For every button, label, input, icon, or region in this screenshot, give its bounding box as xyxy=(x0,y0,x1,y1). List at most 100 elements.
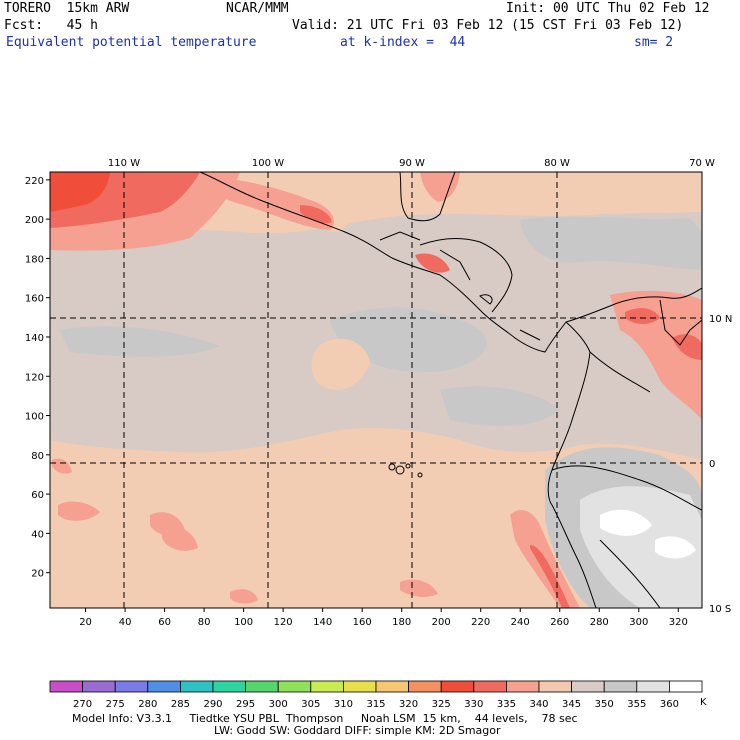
level-label: at k-index = 44 xyxy=(340,35,466,50)
colorbar-label: 275 xyxy=(106,699,125,710)
colorbar-label: 340 xyxy=(529,699,548,710)
colorbar-label: 320 xyxy=(399,699,418,710)
plot-frame xyxy=(49,171,703,609)
colorbar-swatch xyxy=(342,680,377,693)
x-tick-label: 20 xyxy=(79,617,92,628)
colorbar-label: 305 xyxy=(301,699,320,710)
colorbar-label: 350 xyxy=(595,699,614,710)
colorbar-label: 355 xyxy=(627,699,646,710)
model-info-line1: Model Info: V3.3.1 Tiedtke YSU PBL Thomp… xyxy=(72,712,578,725)
x-tick-label: 280 xyxy=(590,617,609,628)
colorbar-label: 360 xyxy=(660,699,679,710)
latitude-labels: 10 N 0 10 S xyxy=(709,314,732,615)
colorbar-label: 295 xyxy=(236,699,255,710)
field-red-venezuela xyxy=(672,334,702,360)
field-salmon-spot xyxy=(162,526,198,551)
x-tick-label: 300 xyxy=(629,617,648,628)
y-tick-label: 40 xyxy=(31,529,44,540)
colorbar-unit: K xyxy=(700,697,707,708)
field-white-patch xyxy=(600,509,652,536)
galapagos-islands xyxy=(388,463,423,478)
y-tick-label: 100 xyxy=(25,412,44,423)
smoothing-label: sm= 2 xyxy=(634,35,674,50)
colorbar-label: 330 xyxy=(464,699,483,710)
colorbar-swatch xyxy=(571,680,605,693)
latitude-label: 10 S xyxy=(709,604,731,615)
y-tick-label: 80 xyxy=(31,451,44,462)
x-tick-label: 80 xyxy=(198,617,211,628)
x-tick-label: 200 xyxy=(432,617,451,628)
pacific-coast-central-america xyxy=(199,172,567,353)
x-tick-label: 40 xyxy=(119,617,132,628)
latitude-label: 10 N xyxy=(709,314,732,325)
field-gray-patch xyxy=(60,326,220,357)
field-red-mexico xyxy=(300,205,332,224)
field-gray-patch xyxy=(520,216,702,270)
y-tick-label: 160 xyxy=(25,294,44,305)
colorbar-swatch xyxy=(473,680,507,693)
island xyxy=(395,465,405,475)
coastlines xyxy=(199,172,702,608)
colorbar-swatch xyxy=(408,680,442,693)
north-coast-south-america xyxy=(565,287,702,323)
field-name: Equivalent potential temperature xyxy=(6,35,257,50)
field-salmon-spot xyxy=(52,458,72,474)
colorbar-swatch xyxy=(538,680,572,693)
y-tick-label: 60 xyxy=(31,490,44,501)
field-red-caribbean xyxy=(415,253,450,273)
colorbar-swatch xyxy=(603,680,638,693)
colorbar-swatch xyxy=(277,680,312,693)
y-tick-label: 20 xyxy=(31,569,44,580)
colorbar-labels: 270 275 280 285 290 295 300 305 310 315 320 325 330 3… xyxy=(73,699,679,710)
colorbar-swatch xyxy=(375,680,409,693)
field-salmon-spot xyxy=(230,589,258,604)
colorbar-swatches xyxy=(49,680,703,693)
colorbar-label: 345 xyxy=(562,699,581,710)
colorbar-label: 285 xyxy=(171,699,190,710)
colorbar-swatch xyxy=(440,680,475,693)
field-red-venezuela xyxy=(625,308,660,324)
shaded-field xyxy=(50,172,702,608)
x-tick-label: 60 xyxy=(158,617,171,628)
x-tick-label: 180 xyxy=(392,617,411,628)
x-tick-label: 260 xyxy=(550,617,569,628)
model-info-line2: LW: Godd SW: Goddard DIFF: simple KM: 2D… xyxy=(214,724,501,737)
colorbar-swatch xyxy=(505,680,540,693)
field-peach-patch xyxy=(311,338,370,390)
valid-time: Valid: 21 UTC Fri 03 Feb 12 (15 CST Fri … xyxy=(292,18,684,33)
x-tick-label: 140 xyxy=(313,617,332,628)
longitude-label: 100 W xyxy=(252,158,284,169)
y-tick-label: 140 xyxy=(25,333,44,344)
colorbar-label: 300 xyxy=(269,699,288,710)
longitude-label: 80 W xyxy=(544,158,570,169)
y-tick-label: 200 xyxy=(25,215,44,226)
colorbar-swatch xyxy=(82,680,116,693)
latitude-label: 0 xyxy=(709,459,715,470)
field-gray-patch xyxy=(330,307,487,373)
colorbar-label: 280 xyxy=(138,699,157,710)
island xyxy=(417,472,423,478)
colorbar-swatch xyxy=(212,680,246,693)
colorbar-label: 315 xyxy=(366,699,385,710)
island xyxy=(388,463,396,471)
colorbar-label: 290 xyxy=(203,699,222,710)
field-red-coast xyxy=(530,545,570,608)
island xyxy=(405,463,411,469)
latlon-grid xyxy=(50,172,702,608)
colorbar-swatch xyxy=(179,680,214,693)
field-gray-patch xyxy=(440,386,560,426)
x-axis: 20 40 60 80 100 120 140 160 180 200 220 240 260 280 30… xyxy=(79,608,688,628)
colorbar-swatch xyxy=(245,680,279,693)
field-salmon-venezuela xyxy=(610,290,702,420)
colorbar-label: 335 xyxy=(497,699,516,710)
x-tick-label: 220 xyxy=(471,617,490,628)
colorbar-swatch xyxy=(49,680,83,693)
forecast-hour: Fcst: 45 h xyxy=(4,18,98,33)
x-tick-label: 240 xyxy=(511,617,530,628)
x-tick-label: 100 xyxy=(234,617,253,628)
field-salmon-caribbean xyxy=(420,172,460,202)
field-salmon-spot xyxy=(58,501,100,521)
lake-maracaibo xyxy=(659,299,702,346)
